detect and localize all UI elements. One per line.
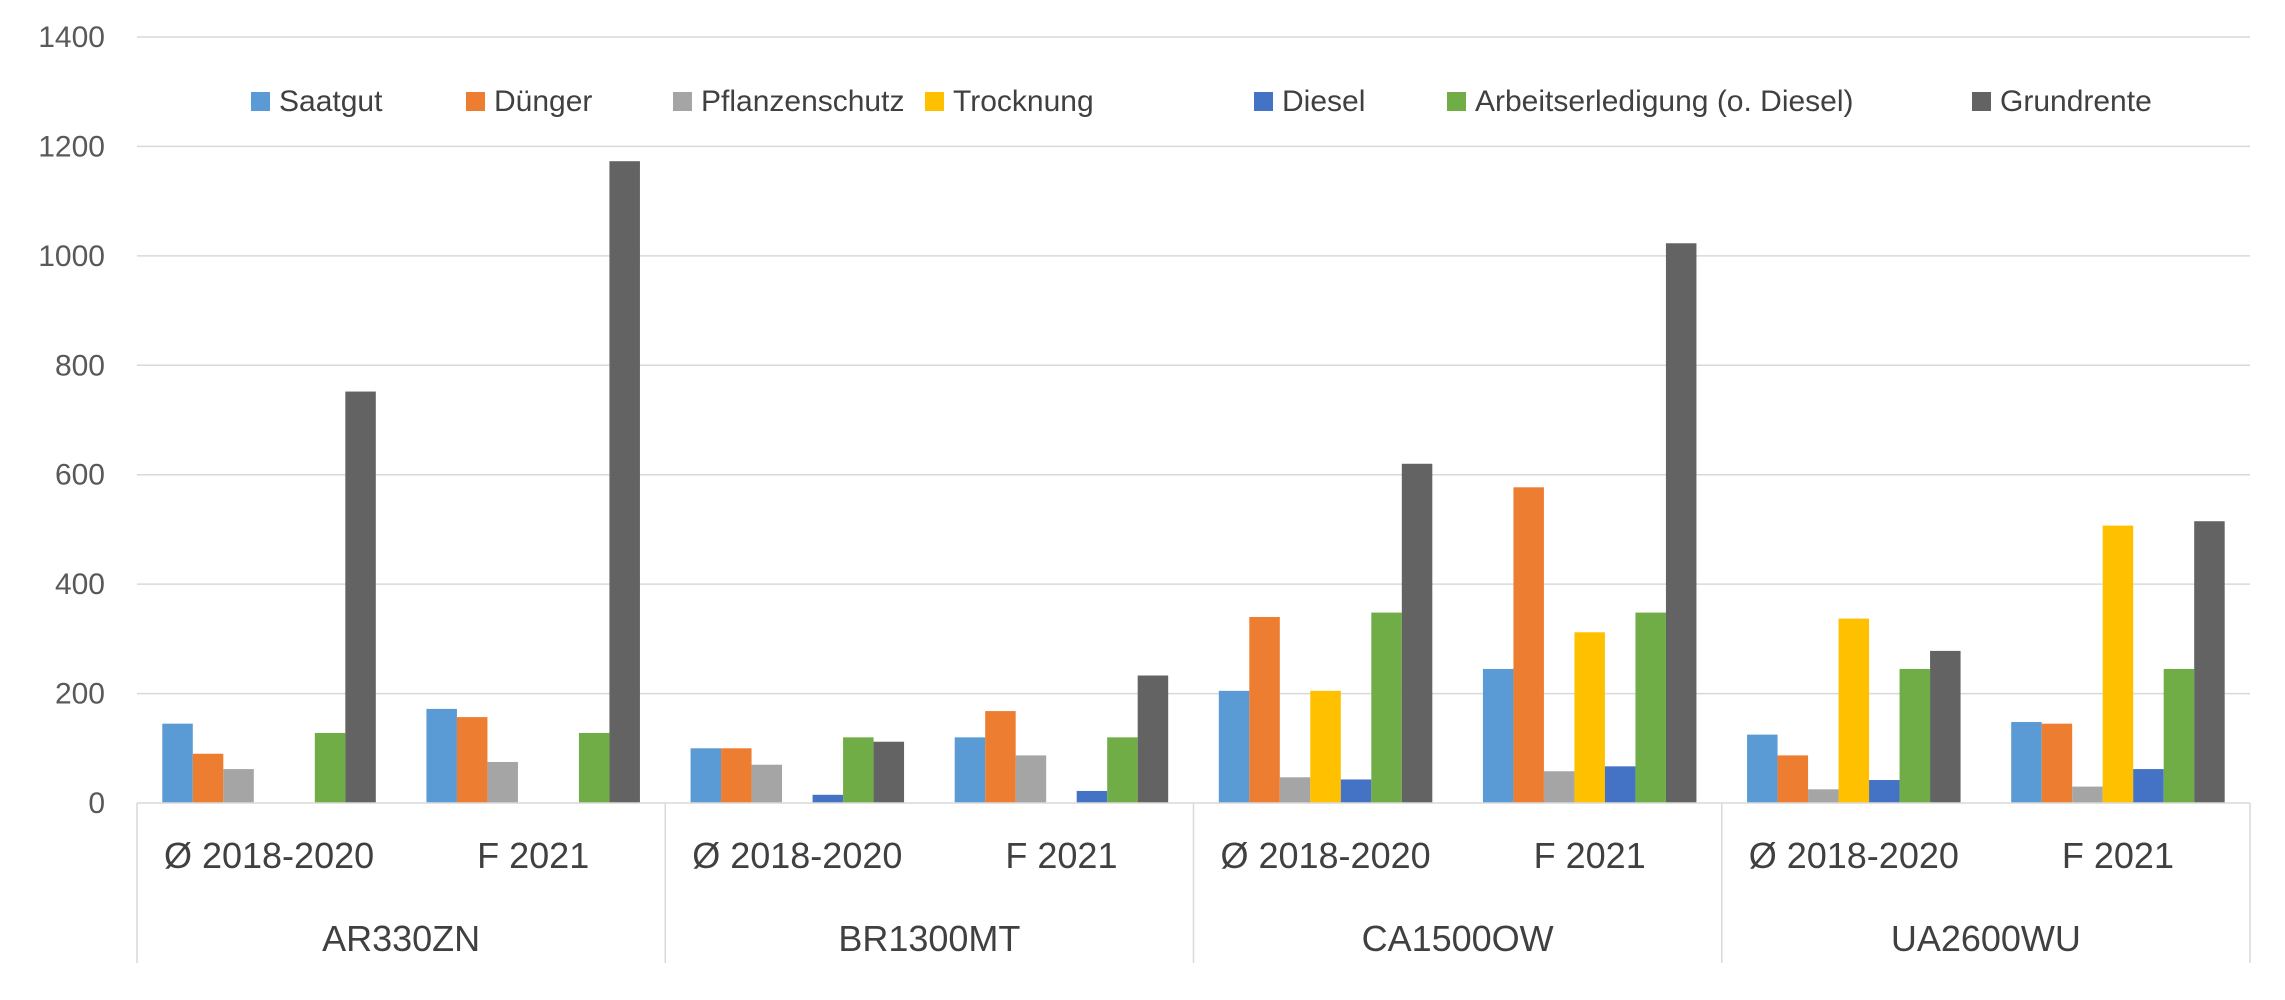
y-axis-ticks: 0 200 400 600 800 1000 1200 1400 [38,21,105,820]
bar-pflanzenschutz-0 [223,769,254,803]
bar-d-nger-0 [192,753,224,803]
bar-d-nger-3 [985,711,1016,803]
bar-d-nger-7 [2041,723,2073,803]
group-label-ua2600wu: UA2600WU [1891,918,2081,959]
bar-d-nger-6 [1777,755,1809,803]
y-tick-label-1200: 1200 [38,130,105,163]
bar-arbeitserledigung-o-diesel-1 [578,732,610,803]
legend-label-pflanzenschutz: Pflanzenschutz [701,85,904,118]
bar-diesel-7 [2133,769,2164,803]
legend-swatch-trocknung [925,92,944,111]
bar-arbeitserledigung-o-diesel-2 [843,737,874,803]
bar-saatgut-5 [1482,668,1514,803]
bar-pflanzenschutz-5 [1543,771,1575,803]
bar-pflanzenschutz-4 [1279,777,1311,803]
bar-saatgut-1 [426,708,457,803]
gridlines [137,36,2250,695]
y-tick-label-200: 200 [55,678,105,711]
legend-swatch-pflanzenschutz [673,92,692,111]
legend-swatch-d-nger [466,92,485,111]
bar-diesel-5 [1604,766,1636,803]
bar-arbeitserledigung-o-diesel-6 [1899,668,1931,803]
x-tick-label-4: Ø 2018-2020 [1220,835,1430,876]
bar-saatgut-6 [1747,734,1778,803]
bar-d-nger-4 [1249,616,1280,803]
legend-label-trocknung: Trocknung [953,85,1094,118]
x-tick-label-1: F 2021 [477,835,589,876]
bar-saatgut-2 [690,748,722,803]
bar-d-nger-5 [1513,487,1544,803]
bar-diesel-6 [1869,780,1900,803]
legend-swatch-diesel [1254,92,1273,111]
y-tick-label-0: 0 [88,787,105,820]
legend: Saatgut Dünger Pflanzenschutz Trocknung Dies… [251,85,2152,118]
bar-trocknung-5 [1574,632,1605,803]
bar-saatgut-3 [954,737,986,803]
bar-d-nger-2 [721,748,752,803]
group-label-ar330zn: AR330ZN [322,918,480,959]
bar-saatgut-0 [162,723,193,803]
bar-grundrente-5 [1665,243,1697,804]
legend-label-arbeitserledigung-o-diesel: Arbeitserledigung (o. Diesel) [1475,85,1854,118]
y-tick-label-1400: 1400 [38,21,105,54]
legend-label-d-nger: Dünger [494,85,592,118]
legend-swatch-grundrente [1972,92,1991,111]
bar-diesel-2 [812,794,844,803]
y-tick-label-800: 800 [55,349,105,382]
bar-diesel-4 [1340,779,1372,803]
legend-label-diesel: Diesel [1282,85,1365,118]
bar-pflanzenschutz-1 [487,761,518,803]
bar-arbeitserledigung-o-diesel-4 [1371,612,1402,803]
bar-trocknung-4 [1310,690,1341,803]
bar-arbeitserledigung-o-diesel-3 [1107,737,1138,803]
bar-saatgut-7 [2011,722,2042,803]
bar-saatgut-4 [1218,690,1250,803]
legend-swatch-saatgut [251,92,270,111]
legend-swatch-arbeitserledigung-o-diesel [1447,92,1466,111]
bar-arbeitserledigung-o-diesel-0 [314,732,346,803]
bar-d-nger-1 [456,717,488,803]
bar-trocknung-7 [2102,525,2134,803]
bar-pflanzenschutz-6 [1808,789,1839,803]
bar-grundrente-0 [345,391,376,803]
x-tick-label-2: Ø 2018-2020 [692,835,902,876]
bars [162,161,2225,804]
bar-diesel-3 [1076,790,1108,803]
bar-grundrente-3 [1137,675,1169,803]
bar-arbeitserledigung-o-diesel-7 [2163,668,2195,803]
x-tick-label-0: Ø 2018-2020 [164,835,374,876]
x-tick-label-3: F 2021 [1005,835,1117,876]
bar-grundrente-2 [873,741,905,803]
legend-label-grundrente: Grundrente [2000,85,2152,118]
bar-grundrente-7 [2194,521,2225,803]
y-tick-label-1000: 1000 [38,240,105,273]
bar-grundrente-6 [1930,650,1961,803]
legend-label-saatgut: Saatgut [279,85,383,118]
bar-grundrente-1 [609,161,640,804]
bar-trocknung-6 [1838,618,1870,803]
x-tick-label-5: F 2021 [1534,835,1646,876]
bar-pflanzenschutz-2 [751,764,783,803]
group-label-br1300mt: BR1300MT [838,918,1020,959]
x-tick-label-7: F 2021 [2062,835,2174,876]
bar-pflanzenschutz-3 [1015,755,1047,803]
bar-grundrente-4 [1401,463,1433,803]
bar-arbeitserledigung-o-diesel-5 [1635,612,1666,803]
bar-pflanzenschutz-7 [2072,786,2103,803]
x-axis: Ø 2018-2020 F 2021 Ø 2018-2020 F 2021 Ø 2018… [136,802,2251,963]
x-tick-label-6: Ø 2018-2020 [1749,835,1959,876]
y-tick-label-400: 400 [55,568,105,601]
group-label-ca1500ow: CA1500OW [1362,918,1554,959]
y-tick-label-600: 600 [55,459,105,492]
